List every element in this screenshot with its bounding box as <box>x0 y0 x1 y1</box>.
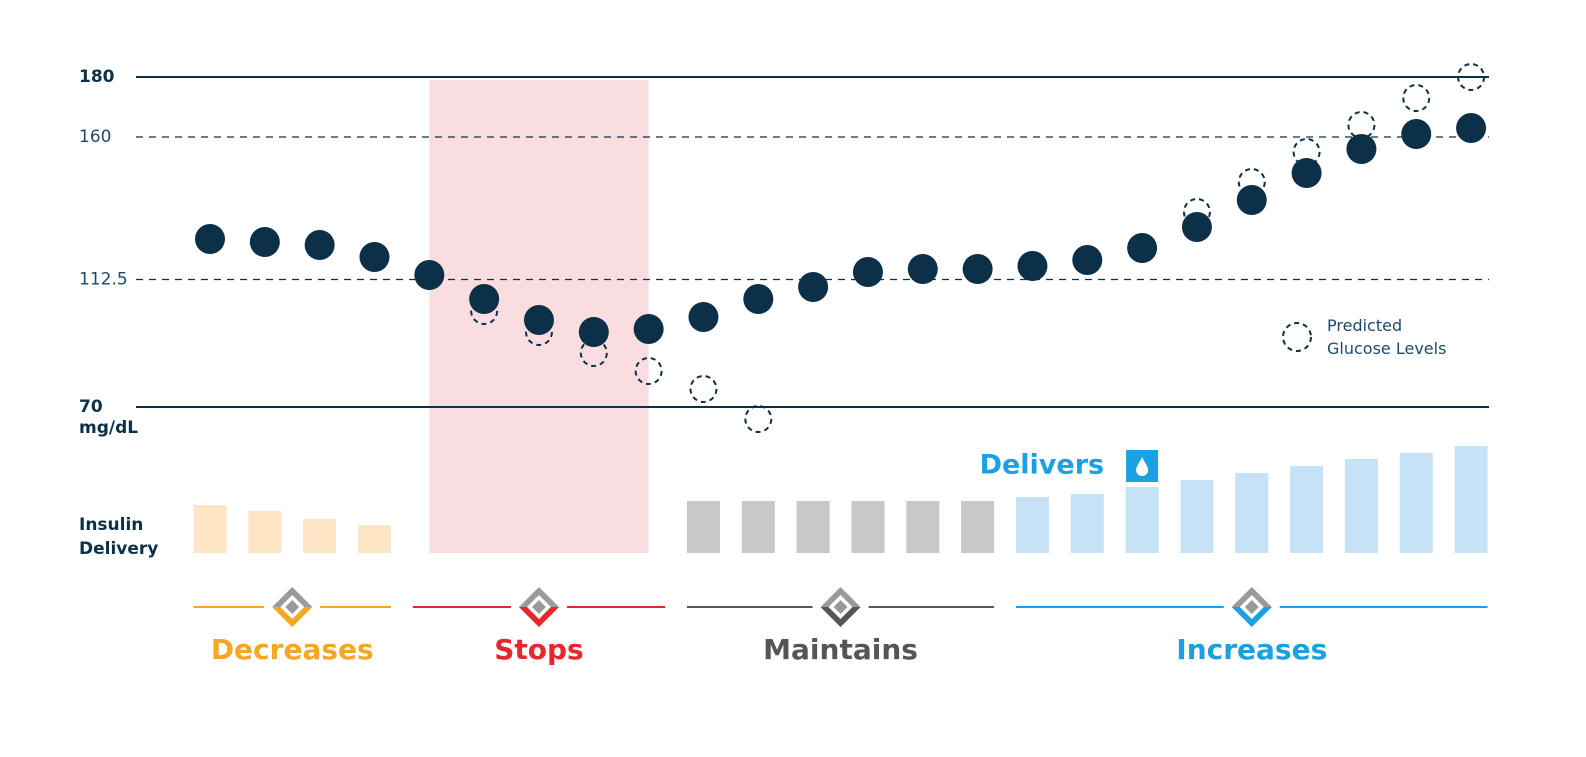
predicted-glucose-point <box>524 318 553 346</box>
phase-icon <box>833 600 848 614</box>
glucose-point <box>1456 113 1487 143</box>
glucose-point <box>1346 134 1377 164</box>
glucose-point <box>688 302 719 332</box>
glucose-point <box>907 254 938 284</box>
glucose-point <box>1127 233 1158 263</box>
glucose-point <box>1181 212 1212 242</box>
predicted-glucose-point <box>689 375 718 403</box>
predicted-glucose-point <box>744 405 773 433</box>
insulin-bar <box>906 501 940 553</box>
predicted-glucose-point <box>634 357 663 385</box>
glucose-point <box>1291 158 1322 188</box>
phase-icon <box>531 600 546 614</box>
glucose-point <box>1236 185 1267 215</box>
insulin-bar <box>248 511 282 553</box>
y-tick-label: 160 <box>79 127 111 147</box>
glucose-point <box>1401 119 1432 149</box>
phase-label: Decreases <box>211 633 374 666</box>
predicted-glucose-point <box>1457 63 1486 91</box>
glucose-point <box>414 260 445 290</box>
insulin-bar <box>1344 459 1378 553</box>
phase-label: Stops <box>494 633 584 666</box>
legend-symbol <box>1282 322 1312 352</box>
insulin-bar <box>303 519 337 553</box>
y-tick-label: 180 <box>79 67 115 87</box>
insulin-bar <box>686 501 720 553</box>
insulin-bar <box>961 501 995 553</box>
insulin-bar <box>357 525 391 553</box>
insulin-bar <box>1454 446 1488 553</box>
insulin-bar <box>1180 480 1214 553</box>
insulin-title: Insulin Delivery <box>79 515 158 559</box>
glucose-point <box>1072 245 1103 275</box>
phase-icon <box>285 600 300 614</box>
phase-label: Maintains <box>763 633 918 666</box>
insulin-bar <box>1399 453 1433 553</box>
annotation: Delivers <box>980 450 1105 481</box>
glucose-point <box>743 284 774 314</box>
y-tick-label: 112.5 <box>79 270 128 290</box>
predicted-glucose-point <box>470 297 499 325</box>
glucose-point <box>469 284 500 314</box>
glucose-point <box>578 317 609 347</box>
insulin-bar <box>1015 497 1049 553</box>
phase-label: Increases <box>1176 633 1327 666</box>
glucose-point <box>195 224 225 254</box>
insulin-bar <box>1235 473 1269 553</box>
insulin-bar <box>741 501 775 553</box>
insulin-bar <box>1290 466 1324 553</box>
y-unit-label: mg/dL <box>79 418 138 438</box>
legend-label: Predicted Glucose Levels <box>1327 316 1446 358</box>
glucose-point <box>304 230 335 260</box>
insulin-bar <box>1070 494 1104 553</box>
insulin-bar <box>796 501 830 553</box>
y-tick-label: 70 <box>79 397 103 417</box>
insulin-bar <box>851 501 885 553</box>
glucose-point <box>359 242 390 272</box>
predicted-glucose-point <box>1402 84 1431 112</box>
glucose-point <box>962 254 993 284</box>
glucose-point <box>633 314 664 344</box>
insulin-bar <box>1125 487 1159 553</box>
drop-icon <box>1136 457 1149 476</box>
predicted-glucose-point <box>579 339 608 367</box>
glucose-point <box>1017 251 1048 281</box>
insulin-bar <box>193 505 227 553</box>
glucose-point <box>852 257 883 287</box>
glucose-point <box>249 227 280 257</box>
glucose-point <box>523 305 554 335</box>
glucose-point <box>798 272 829 302</box>
phase-icon <box>1244 600 1259 614</box>
